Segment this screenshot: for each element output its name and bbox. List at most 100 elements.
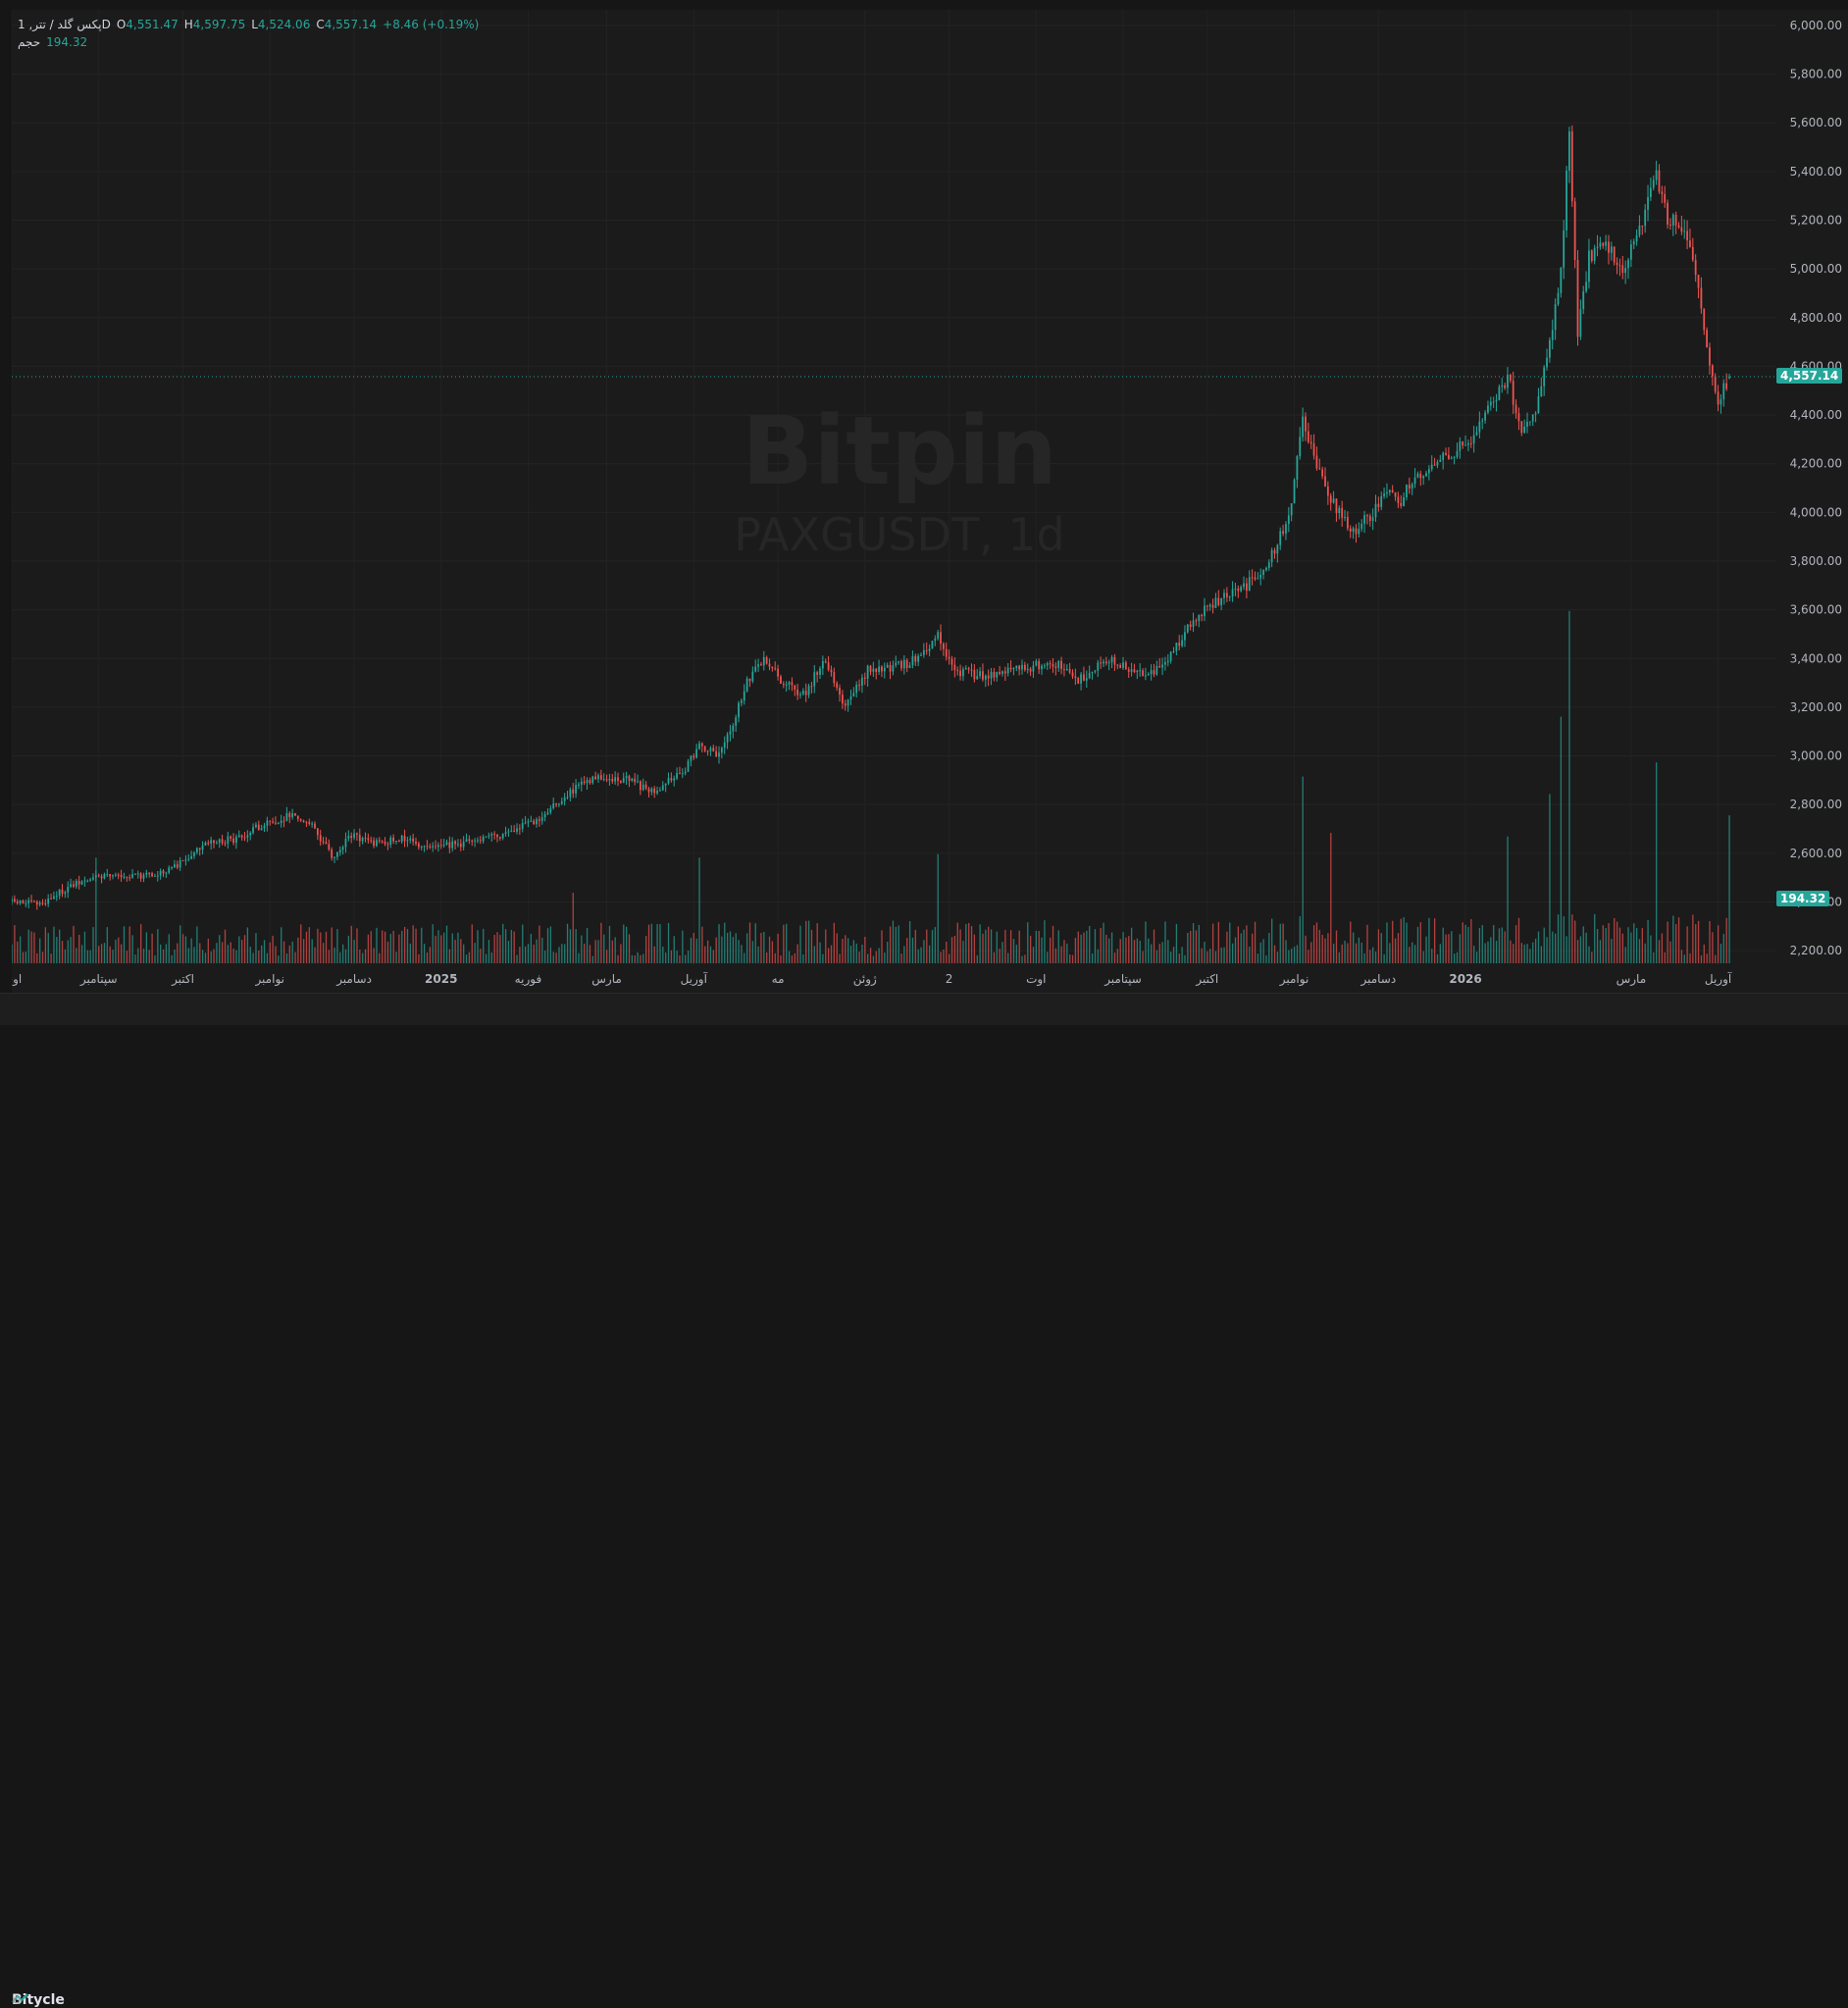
volume-bar [807,920,810,963]
candle-body [507,831,510,833]
candle-body [1009,667,1012,670]
candle-body [1386,491,1388,494]
volume-bar [224,929,227,963]
candle-body [1195,620,1198,622]
volume-bar [1262,939,1264,963]
volume-bar [196,926,198,963]
price-axis[interactable]: 6,000.00 5,800.00 5,600.00 5,400.00 5,200.00… [1775,10,1848,993]
time-axis[interactable]: اوت سپتامبر اکتبر نوامبر دسامبر 2025 فوریه مارس… [12,965,1775,993]
candle-body [524,822,527,824]
volume-bar [1265,954,1267,963]
volume-bar [1459,934,1462,963]
candle-body [1605,241,1607,246]
candle-body [782,683,785,686]
volume-bar [109,946,111,963]
volume-bar [1594,913,1596,963]
candle-body [967,668,970,670]
candle-body [1113,656,1116,665]
candle-body [381,841,384,843]
candle-body [807,686,810,695]
volume-bar [842,939,844,963]
candle-body [195,848,198,852]
candle-body [1142,670,1144,677]
volume-bar [1514,925,1517,963]
candle-body [698,743,700,749]
volume-bar [1358,937,1360,963]
candle-body [844,703,847,706]
candle-body [305,821,308,823]
time-tick-label: دسامبر [335,972,372,987]
volume-bar [1038,931,1040,963]
volume-bar [490,952,492,963]
candle-body [1201,614,1203,617]
volume-bar [128,926,130,963]
candle-body [395,841,397,843]
volume-bar [1204,942,1206,963]
brand[interactable]: Bitycle [12,1992,65,2008]
volume-bar [30,931,32,963]
symbol-label[interactable]: پکس گلد / تتر, 1D [18,18,111,31]
candle-body [1725,383,1728,389]
candle-body [1150,670,1153,675]
candle-body [956,670,959,672]
candlestick-chart[interactable] [12,10,1775,993]
volume-bar [1330,833,1332,963]
volume-bar [201,950,204,963]
volume-bar [320,932,322,963]
candle-body [207,843,210,845]
candle-body [389,837,392,846]
candle-body [527,821,530,823]
candle-body [970,669,973,671]
volume-bar [1139,940,1141,963]
volume-bar [788,951,791,963]
candle-body [917,655,920,662]
candle-body [650,788,653,793]
candle-body [120,874,123,878]
volume-bar [115,939,117,963]
volume-bar [631,954,634,963]
volume-bar [41,952,44,963]
candle-body [703,746,706,751]
volume-bar [406,929,409,963]
candle-body [344,838,347,848]
candle-body [347,835,350,839]
candle-body [1349,528,1352,533]
candle-body [1714,376,1717,392]
candle-body [193,851,195,856]
volume-bar [1231,943,1234,963]
time-tick-label: مارس [591,972,622,987]
candle-body [1153,670,1155,675]
candle-body [252,827,254,833]
volume-bar [1279,923,1281,963]
candle-body [131,874,133,878]
time-tick-label: 2025 [425,972,457,986]
candle-body [1265,567,1267,571]
candle-body [1001,671,1003,675]
volume-bar [1198,924,1200,963]
plot-area[interactable]: Bitpin PAXGUSDT, 1d [12,10,1776,993]
candle-body [474,840,476,842]
candle-body [605,779,608,781]
volume-bar [1243,929,1245,963]
candle-body [106,874,109,876]
candle-body [878,666,880,673]
volume-bar [1683,954,1685,963]
volume-bar [1009,930,1012,963]
volume-bar [50,953,52,963]
volume-bar [1268,933,1270,963]
candle-body [1517,413,1520,422]
candle-body [1448,454,1450,459]
volume-bar [83,931,86,963]
candle-body [1352,528,1355,533]
candle-body [771,666,774,669]
volume-bar [881,930,883,963]
candle-body [934,638,937,642]
candle-body [1344,516,1346,518]
candle-body [801,691,804,695]
volume-bar [1549,794,1551,963]
volume-label[interactable]: حجم [18,35,41,49]
candle-body [1315,455,1318,469]
volume-bar [704,946,706,963]
volume-bar [1653,952,1655,963]
volume-bar [1312,925,1315,963]
